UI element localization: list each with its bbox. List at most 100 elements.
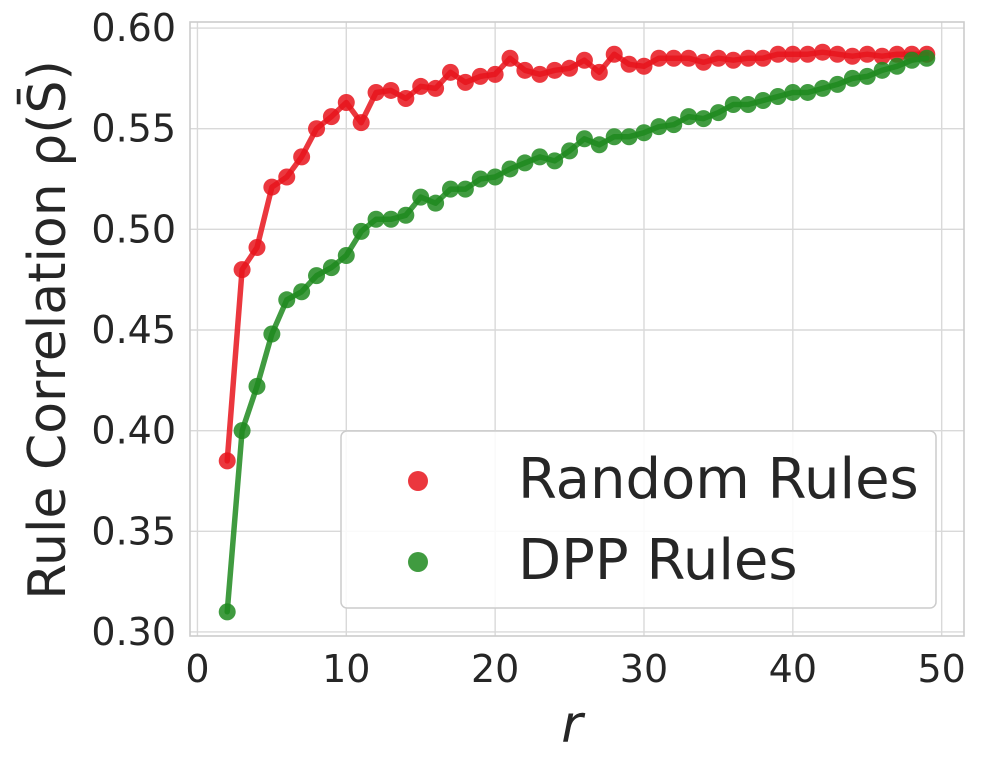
data-point: [248, 238, 266, 256]
data-point: [263, 325, 281, 343]
data-point: [888, 45, 906, 63]
data-point: [680, 108, 698, 126]
series-1: [218, 49, 936, 621]
data-point: [427, 194, 445, 212]
data-point: [799, 45, 817, 63]
data-point: [501, 49, 519, 67]
x-tick-label: 10: [322, 647, 370, 691]
data-point: [828, 75, 846, 93]
data-point: [367, 83, 385, 101]
data-point: [397, 89, 415, 107]
data-point: [486, 168, 504, 186]
data-point: [724, 51, 742, 69]
data-point: [769, 45, 787, 63]
y-axis-label: Rule Correlation ρ(S̄): [17, 60, 78, 600]
y-tick-label: 0.60: [91, 6, 176, 50]
data-point: [233, 422, 251, 440]
data-point: [695, 53, 713, 71]
data-point: [441, 63, 459, 81]
data-point: [784, 45, 802, 63]
legend-marker-random: [408, 471, 428, 491]
data-point: [322, 108, 340, 126]
data-point: [814, 79, 832, 97]
data-point: [709, 49, 727, 67]
x-tick-label: 20: [471, 647, 519, 691]
y-tick-label: 0.50: [91, 207, 176, 251]
data-point: [814, 43, 832, 61]
data-point: [903, 51, 921, 69]
data-point: [471, 67, 489, 85]
data-point: [397, 206, 415, 224]
data-point: [308, 267, 326, 285]
data-point: [709, 104, 727, 122]
data-point: [456, 180, 474, 198]
data-point: [650, 118, 668, 136]
data-point: [218, 603, 236, 621]
series-layer: [218, 43, 936, 621]
x-tick-label: 30: [620, 647, 668, 691]
data-point: [561, 59, 579, 77]
legend-label-random: Random Rules: [518, 447, 919, 512]
data-point: [322, 259, 340, 277]
data-point: [427, 79, 445, 97]
data-point: [873, 47, 891, 65]
data-point: [843, 47, 861, 65]
data-point: [337, 247, 355, 265]
data-point: [308, 120, 326, 138]
series-0: [218, 43, 936, 470]
data-point: [843, 69, 861, 87]
x-tick-label: 40: [769, 647, 817, 691]
data-point: [546, 152, 564, 170]
y-tick-label: 0.35: [91, 509, 176, 553]
y-tick-label: 0.30: [91, 610, 176, 654]
data-point: [799, 83, 817, 101]
data-point: [263, 178, 281, 196]
data-point: [739, 49, 757, 67]
data-point: [516, 61, 534, 79]
data-point: [590, 136, 608, 154]
data-point: [278, 291, 296, 309]
data-point: [441, 180, 459, 198]
y-tick-label: 0.45: [91, 308, 176, 352]
y-tick-labels: 0.30 0.35 0.40 0.45 0.50 0.55 0.60: [91, 6, 176, 654]
data-point: [754, 92, 772, 110]
data-point: [605, 45, 623, 63]
data-point: [367, 210, 385, 228]
data-point: [769, 87, 787, 105]
data-point: [278, 168, 296, 186]
data-point: [739, 96, 757, 114]
legend-box: [340, 430, 937, 609]
data-point: [665, 116, 683, 134]
data-point: [620, 55, 638, 73]
legend-label-dpp: DPP Rules: [518, 528, 798, 593]
data-point: [680, 49, 698, 67]
data-point: [665, 49, 683, 67]
data-point: [382, 81, 400, 99]
x-tick-labels: 0 10 20 30 40 50: [185, 647, 966, 691]
data-point: [858, 67, 876, 85]
data-point: [546, 61, 564, 79]
data-point: [531, 65, 549, 83]
data-point: [650, 49, 668, 67]
data-point: [352, 222, 370, 240]
data-point: [218, 452, 236, 470]
data-point: [754, 49, 772, 67]
data-point: [575, 130, 593, 148]
data-point: [695, 110, 713, 128]
data-point: [531, 148, 549, 166]
data-point: [828, 45, 846, 63]
data-point: [516, 154, 534, 172]
data-point: [501, 160, 519, 178]
data-point: [293, 148, 311, 166]
legend-marker-dpp: [408, 552, 428, 572]
plot-frame: [189, 21, 965, 637]
x-tick-label: 50: [917, 647, 965, 691]
data-point: [486, 65, 504, 83]
data-point: [784, 83, 802, 101]
grid: [190, 22, 964, 636]
data-point: [412, 77, 430, 95]
data-point: [873, 61, 891, 79]
data-point: [471, 170, 489, 188]
y-tick-label: 0.40: [91, 409, 176, 453]
